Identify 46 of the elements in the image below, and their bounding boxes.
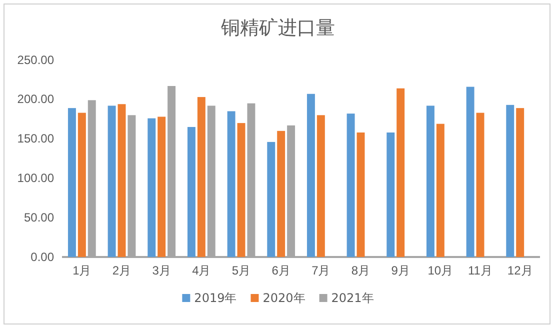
x-tick-label: 4月 — [192, 264, 211, 278]
bar — [277, 130, 286, 257]
bar — [436, 124, 444, 257]
bar — [148, 118, 156, 257]
bar — [237, 123, 246, 257]
bar — [306, 94, 315, 257]
y-tick-label: 150.00 — [17, 132, 54, 146]
y-tick-label: 0.00 — [30, 250, 54, 264]
bar — [158, 116, 166, 257]
bar — [466, 86, 474, 257]
bar — [516, 108, 524, 257]
bar — [356, 132, 365, 257]
bar — [386, 132, 395, 257]
bar — [476, 112, 484, 257]
x-tick-label: 3月 — [152, 264, 171, 278]
x-tick-label: 12月 — [507, 264, 533, 278]
x-tick-label: 8月 — [351, 264, 370, 278]
bar — [108, 106, 116, 257]
bar — [187, 126, 196, 257]
x-tick-label: 10月 — [428, 264, 454, 278]
x-tick-label: 11月 — [468, 264, 492, 278]
bar — [346, 114, 355, 257]
chart-title: 铜精矿进口量 — [220, 17, 335, 39]
bar — [118, 104, 126, 257]
bar — [506, 104, 514, 257]
y-tick-label: 100.00 — [17, 171, 54, 186]
legend-label: 2021年 — [331, 291, 374, 305]
x-tick-label: 6月 — [272, 264, 290, 278]
legend-label: 2019年 — [194, 291, 237, 305]
bar — [78, 112, 86, 257]
x-tick-label: 2月 — [112, 264, 132, 278]
x-tick-label: 7月 — [312, 264, 330, 278]
bar — [227, 111, 236, 257]
x-tick-label: 5月 — [232, 264, 251, 278]
bar — [68, 108, 76, 257]
bar — [426, 106, 434, 257]
x-tick-label: 1月 — [72, 264, 92, 278]
y-tick-label: 200.00 — [17, 92, 54, 106]
bar — [316, 115, 325, 257]
bar — [197, 97, 206, 257]
bar — [396, 88, 405, 257]
y-tick-label: 250.00 — [17, 52, 54, 67]
bar — [267, 142, 276, 257]
x-tick-label: 9月 — [391, 264, 410, 278]
y-tick-label: 50.00 — [24, 210, 54, 224]
legend-label: 2020年 — [262, 291, 306, 305]
